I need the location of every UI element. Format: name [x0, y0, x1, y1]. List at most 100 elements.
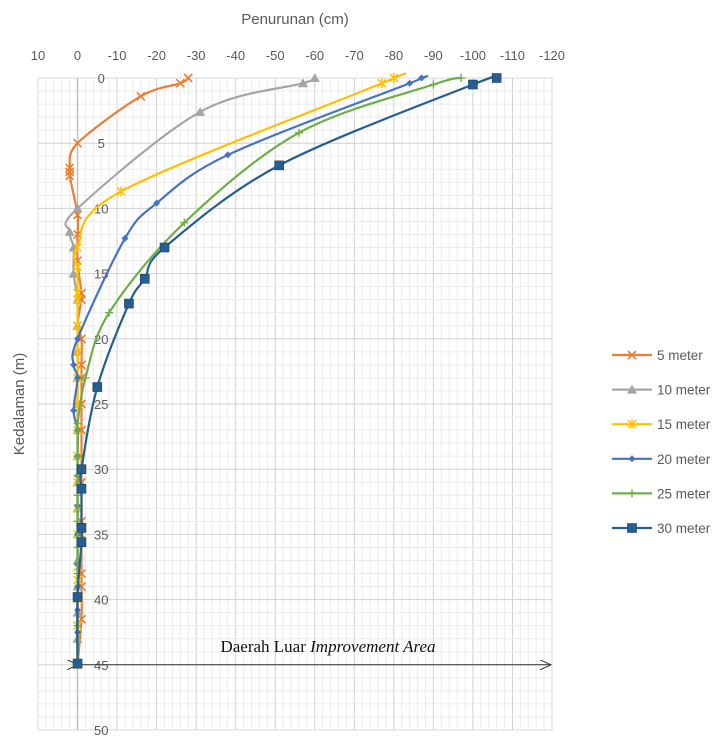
- legend-label: 20 meter: [657, 452, 711, 467]
- x-tick-label: -20: [147, 48, 166, 63]
- x-tick-label: -90: [424, 48, 443, 63]
- data-point: [274, 160, 284, 171]
- y-tick-label: 30: [94, 462, 108, 477]
- data-point: [309, 73, 320, 82]
- x-tick-label: -120: [539, 48, 565, 63]
- data-point: [73, 426, 82, 435]
- x-tick-label: -60: [305, 48, 324, 63]
- data-point: [406, 79, 414, 87]
- data-point: [627, 350, 637, 360]
- y-tick-label: 25: [94, 397, 108, 412]
- legend-item: 5 meter: [612, 348, 703, 363]
- data-point: [180, 218, 189, 227]
- data-point: [627, 419, 637, 430]
- data-point: [468, 79, 478, 90]
- data-point: [124, 298, 134, 309]
- data-point: [389, 73, 399, 83]
- x-tick-label: 0: [74, 48, 81, 63]
- x-tick-label: -100: [460, 48, 486, 63]
- data-point: [136, 91, 146, 101]
- data-point: [76, 523, 87, 533]
- data-point: [224, 151, 232, 159]
- x-tick-label: -40: [226, 48, 245, 63]
- data-point: [72, 592, 83, 602]
- data-point: [72, 138, 83, 148]
- legend-item: 25 meter: [612, 486, 711, 501]
- data-point: [73, 242, 83, 253]
- annotation: Daerah Luar Improvement Area: [78, 637, 551, 665]
- data-point: [139, 274, 150, 284]
- plot-border: [37, 77, 553, 731]
- y-tick-label: 10: [94, 201, 108, 216]
- data-point: [627, 523, 637, 533]
- data-point: [159, 242, 170, 253]
- data-point: [76, 537, 87, 548]
- data-point: [628, 455, 636, 463]
- y-tick-label: 50: [94, 723, 108, 737]
- data-point: [491, 73, 502, 83]
- data-point: [73, 320, 83, 331]
- data-point: [418, 74, 426, 82]
- data-point: [183, 73, 193, 83]
- legend-label: 15 meter: [657, 417, 711, 432]
- data-point: [92, 382, 103, 392]
- data-point: [76, 464, 87, 475]
- x-tick-label: -70: [345, 48, 364, 63]
- x-tick-label: -30: [187, 48, 206, 63]
- legend-label: 25 meter: [657, 486, 711, 501]
- legend-item: 15 meter: [612, 417, 711, 432]
- x-tick-label: -80: [384, 48, 403, 63]
- data-point: [628, 489, 636, 498]
- data-point: [116, 186, 126, 197]
- data-point: [457, 74, 466, 82]
- data-point: [76, 288, 87, 298]
- data-point: [70, 407, 78, 415]
- data-point: [72, 658, 83, 669]
- data-point: [175, 78, 185, 88]
- data-point: [429, 80, 438, 89]
- data-point: [65, 167, 75, 177]
- data-point: [73, 294, 83, 305]
- data-point: [73, 452, 82, 461]
- y-tick-label: 5: [98, 136, 105, 151]
- y-tick-label: 35: [94, 527, 108, 542]
- data-point: [64, 226, 75, 236]
- data-point: [76, 360, 87, 370]
- data-point: [74, 335, 82, 343]
- y-axis-title: Kedalaman (m): [11, 353, 28, 456]
- legend: 5 meter 10 meter 15 meter 20 meter 25 meter 3…: [612, 348, 711, 536]
- x-tick-label: -110: [500, 48, 525, 63]
- annotation-text: Daerah Luar Improvement Area: [220, 637, 435, 656]
- legend-label: 5 meter: [657, 348, 703, 363]
- data-point: [73, 569, 82, 578]
- x-tick-label: -10: [108, 48, 127, 63]
- data-point: [68, 268, 79, 278]
- data-point: [105, 308, 114, 317]
- data-point: [76, 483, 87, 494]
- y-tick-label: 0: [98, 71, 105, 86]
- data-point: [627, 384, 637, 394]
- legend-label: 10 meter: [657, 383, 711, 398]
- data-point: [121, 234, 129, 242]
- data-point: [74, 374, 82, 382]
- data-point: [294, 128, 303, 137]
- x-tick-labels: 10 0 -10 -20 -30 -40 -50 -60 -70 -80 -90 -100 -110 -1…: [31, 48, 565, 63]
- data-point: [377, 78, 387, 89]
- x-tick-label: -50: [266, 48, 285, 63]
- data-point: [72, 203, 83, 213]
- data-point: [65, 163, 75, 173]
- data-point: [81, 373, 90, 382]
- legend-label: 30 meter: [657, 521, 711, 536]
- data-point: [153, 199, 161, 207]
- series-6: [72, 73, 502, 669]
- legend-item: 10 meter: [612, 383, 711, 398]
- legend-item: 30 meter: [612, 521, 711, 536]
- data-point: [195, 106, 206, 116]
- data-point: [70, 361, 78, 369]
- data-point: [73, 262, 83, 273]
- legend-item: 20 meter: [612, 452, 711, 467]
- y-tick-label: 40: [94, 593, 108, 608]
- series-group: [64, 72, 502, 670]
- x-axis-title: Penurunan (cm): [241, 11, 349, 28]
